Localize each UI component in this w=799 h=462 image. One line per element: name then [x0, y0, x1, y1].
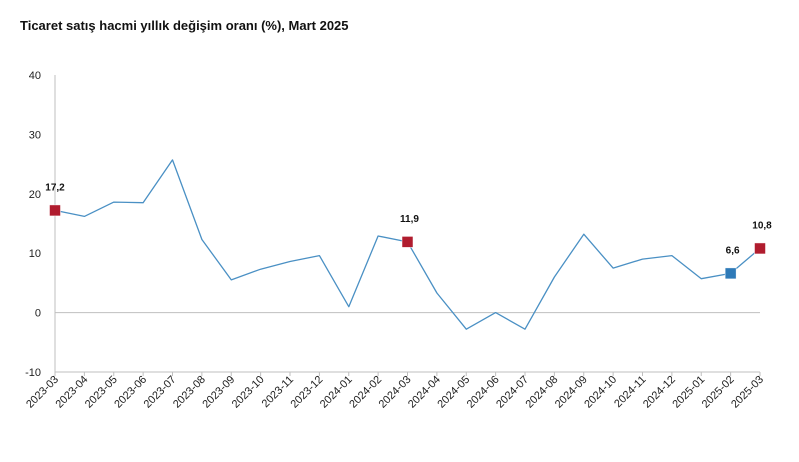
y-tick-label: 20 — [29, 189, 41, 201]
y-tick-label: 0 — [35, 308, 41, 320]
chart-title: Ticaret satış hacmi yıllık değişim oranı… — [20, 18, 349, 33]
x-tick-label: 2023-10 — [230, 374, 267, 411]
y-tick-label: -10 — [25, 367, 41, 379]
data-label: 11,9 — [400, 214, 419, 225]
data-point-marker — [49, 204, 61, 217]
data-label: 10,8 — [752, 220, 772, 231]
data-point-marker — [724, 267, 737, 280]
data-label: 17,2 — [45, 182, 65, 193]
y-tick-label: 30 — [29, 129, 41, 141]
x-tick-label: 2025-03 — [729, 374, 766, 411]
data-point-marker — [754, 242, 766, 255]
y-tick-label: 10 — [29, 248, 41, 260]
data-point-marker — [401, 236, 414, 248]
x-tick-label: 2024-10 — [582, 374, 619, 411]
data-label: 6,6 — [726, 245, 740, 256]
y-tick-label: 40 — [29, 70, 41, 82]
